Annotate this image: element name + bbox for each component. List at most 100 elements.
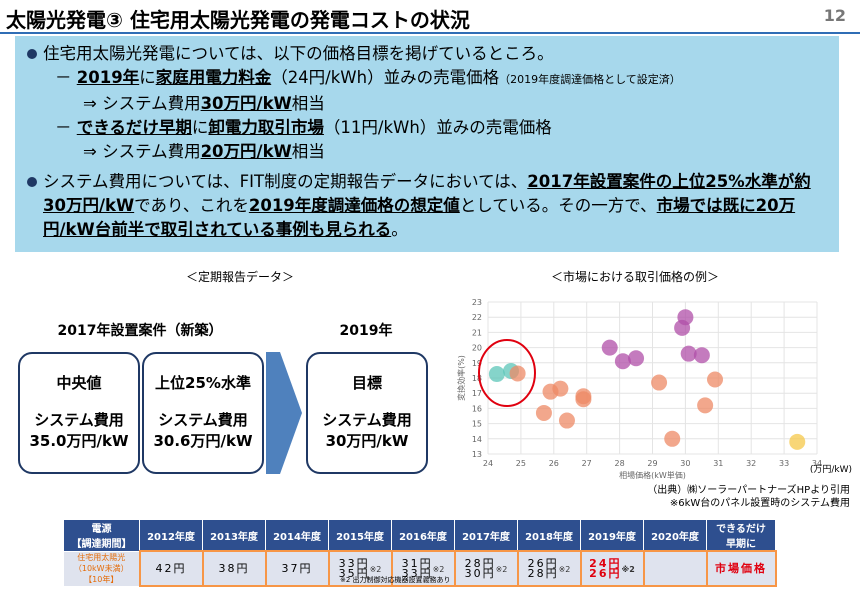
point xyxy=(651,374,668,391)
y-tick-label: 21 xyxy=(472,328,482,337)
box-line: 35.0万円/kW xyxy=(29,432,129,450)
x-tick-label: 26 xyxy=(549,459,559,468)
metric-box: 中央値システム費用 35.0万円/kW xyxy=(18,352,140,474)
cell-line: 42円 xyxy=(155,561,187,575)
highlight-ellipse xyxy=(478,339,536,407)
header-cell: できるだけ 早期に xyxy=(706,519,776,552)
price-cell: 33円 35円 ※2 xyxy=(327,550,393,587)
box-title: 上位25%水準 xyxy=(155,374,251,392)
header-cell: 2016年度 xyxy=(391,519,455,552)
metric-box: 上位25%水準 システム費用 30.6万円/kW xyxy=(142,352,264,474)
header-cell: 2020年度 xyxy=(643,519,707,552)
cell-line: 38円 xyxy=(218,561,250,575)
summary-line: － できるだけ早期に卸電力取引市場（11円/kWh）並みの売電価格 xyxy=(23,116,831,140)
summary-text: であり、これを xyxy=(134,196,249,215)
cell-note: ※2 xyxy=(432,564,445,574)
data-row: 住宅用太陽光 （10kW未満） 【10年】 42円 38円 37円 33円 35円 ※2 31… xyxy=(63,550,777,587)
point xyxy=(601,339,618,356)
y-tick-label: 22 xyxy=(472,313,482,322)
x-tick-label: 25 xyxy=(516,459,526,468)
row-label: 住宅用太陽光 （10kW未満） 【10年】 xyxy=(63,550,140,587)
summary-text: － xyxy=(55,68,77,87)
box-title: 中央値 xyxy=(56,374,102,392)
point xyxy=(558,412,575,429)
cell-lines: 31円 33円 xyxy=(401,556,433,579)
summary-text: 2019年度調達価格の想定値 xyxy=(248,196,460,215)
x-tick-label: 29 xyxy=(647,459,657,468)
cell-line: 26円 xyxy=(527,556,559,570)
summary-text: 2019年 xyxy=(76,68,140,87)
price-table: 電源 【調達期間】 2012年度 2013年度 2014年度 2015年度 2016年度 2… xyxy=(63,519,777,587)
price-cell: 26円 28円 ※2 xyxy=(516,550,582,587)
summary-line: システム費用については、FIT制度の定期報告データにおいては、2017年設置案件… xyxy=(23,170,831,242)
y-tick-label: 18 xyxy=(472,374,482,383)
cell-line: 26円 xyxy=(589,566,622,580)
price-cell: 38円 xyxy=(201,550,267,587)
cell-lines: 24円 26円 xyxy=(589,556,622,580)
point xyxy=(488,366,505,383)
summary-text: 住宅用太陽光発電については、以下の価格目標を掲げているところ。 xyxy=(43,44,554,63)
cell-note: ※2 xyxy=(495,564,508,574)
point xyxy=(707,371,724,388)
summary-text: 家庭用電力料金 xyxy=(155,68,272,87)
point xyxy=(628,350,645,367)
summary-line: 住宅用太陽光発電については、以下の価格目標を掲げているところ。 xyxy=(23,42,831,66)
summary-text: 市場では既に20万円/kW台前半で取引されている事例も見られる xyxy=(43,196,796,239)
cell-note: ※2 xyxy=(558,564,571,574)
x-tick-label: 33 xyxy=(779,459,789,468)
summary-text: ⇒ システム費用 xyxy=(83,94,201,113)
y-tick-label: 17 xyxy=(472,389,482,398)
cell-lines: 28円 30円 xyxy=(464,556,496,580)
cell-lines: 33円 35円 xyxy=(338,556,370,579)
summary-line: ⇒ システム費用30万円/kW相当 xyxy=(23,92,831,116)
point xyxy=(614,353,631,370)
report-caption: ＜定期報告データ＞ xyxy=(185,270,294,284)
cell-lines: 37円 xyxy=(281,561,313,575)
slide-title: 太陽光発電③ 住宅用太陽光発電の発電コストの状況 xyxy=(6,8,470,32)
box-line: システム費用 xyxy=(34,411,124,429)
y-tick-label: 20 xyxy=(472,344,482,353)
header-cell: 2014年度 xyxy=(265,519,329,552)
summary-line: － 2019年に家庭用電力料金（24円/kWh）並みの売電価格（2019年度調達… xyxy=(23,66,831,92)
summary-text: に xyxy=(191,118,209,137)
header-cell: 2012年度 xyxy=(139,519,203,552)
summary-text: （24円/kWh）並みの売電価格 xyxy=(271,68,500,87)
source-note: ※6kW台のパネル設置時のシステム費用 xyxy=(669,498,850,509)
scatter-chart: 24 25 26 27 28 29 30 31 32 33 34 13 14 15 16 17 18 19 20 21… xyxy=(456,298,852,480)
point xyxy=(664,430,681,447)
metric-box: 目標 システム費用 30万円/kW xyxy=(306,352,428,474)
summary-text: 卸電力取引市場 xyxy=(208,118,324,137)
point xyxy=(509,365,526,382)
summary-text: ⇒ システム費用 xyxy=(83,142,201,161)
header-row: 電源 【調達期間】 2012年度 2013年度 2014年度 2015年度 2016年度 2… xyxy=(63,519,776,552)
price-cell: 28円 30円 ※2 xyxy=(453,550,519,587)
cell-line: 37円 xyxy=(281,561,313,575)
summary-text: － xyxy=(55,118,77,137)
cell-lines: 42円 xyxy=(155,561,187,575)
y-tick-label: 16 xyxy=(472,404,482,413)
cell-line: 30円 xyxy=(464,566,496,580)
summary-text: 。 xyxy=(391,220,408,239)
price-cell: 31円 33円 ※2 xyxy=(390,550,456,587)
cell-line: 31円 xyxy=(401,556,433,570)
cell-line: 24円 xyxy=(589,556,622,570)
price-cell: 24円 26円 ※2 xyxy=(579,550,645,587)
price-cell: 42円 xyxy=(138,550,204,587)
cell-line: 28円 xyxy=(527,566,559,580)
cell-note: ※2 xyxy=(621,564,635,574)
cell-line: 33円 xyxy=(338,556,370,570)
market-caption: ＜市場における取引価格の例＞ xyxy=(550,270,719,284)
price-cell: 市場価格 xyxy=(705,550,777,587)
x-tick-label: 30 xyxy=(680,459,690,468)
target-label: 2019年 xyxy=(339,323,393,339)
price-cell: 37円 xyxy=(264,550,330,587)
summary-box: 住宅用太陽光発電については、以下の価格目標を掲げているところ。－ 2019年に家… xyxy=(15,36,839,252)
footnote: ※2 出力制御対応機器設置義務あり xyxy=(340,576,451,584)
cell-line: 28円 xyxy=(464,556,496,570)
bullet xyxy=(27,49,37,59)
header-cell: 電源 【調達期間】 xyxy=(63,519,140,552)
point xyxy=(575,391,592,408)
cell-lines: 26円 28円 xyxy=(527,556,559,580)
x-axis-label: 相場価格(kW単価) xyxy=(619,470,686,480)
